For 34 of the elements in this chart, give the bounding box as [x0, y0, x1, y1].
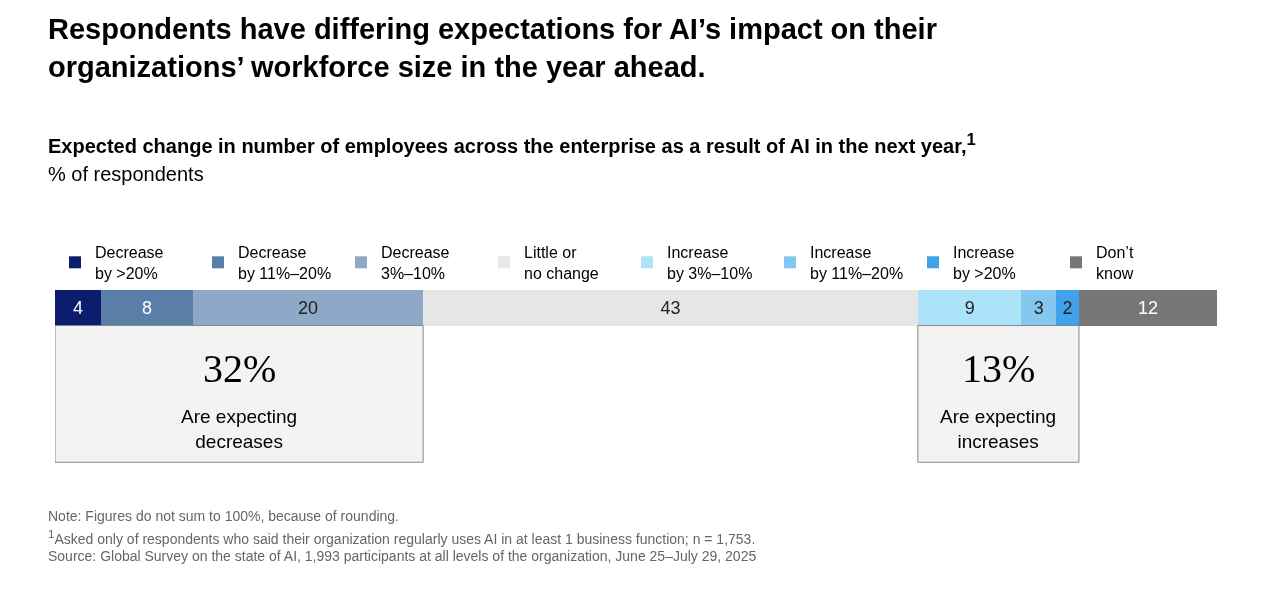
bar: [1055, 290, 1079, 326]
legend-label: Increase by 3%–10%: [667, 244, 753, 282]
bar: [193, 290, 424, 326]
data-label: 12: [1137, 297, 1158, 318]
data-label: 3: [1033, 297, 1044, 318]
source-note: Source: Global Survey on the state of AI, 1,993 participants at all levels of the organization, June 25–July 29, 2025: [48, 547, 758, 565]
bar: [917, 290, 1022, 326]
legend-label: Little or no change: [524, 244, 599, 282]
text: Note: Figures do not sum to 100%, because of rounding.: [48, 508, 400, 525]
chart-subtitle: Expected change in number of employees across the enterprise as a result of AI in the next year,$^{1}$: [48, 130, 976, 157]
legend-label: Increase by 11%–20%: [810, 244, 904, 282]
text: % of respondents: [48, 162, 204, 185]
band-label: 13%: [962, 346, 1036, 391]
data-label: 20: [298, 297, 319, 318]
data-label: 43: [660, 297, 681, 318]
bar: [1078, 290, 1217, 326]
bar: [1021, 290, 1056, 326]
legend-label: Decrease 3%–10%: [381, 244, 450, 282]
data-label: 4: [73, 297, 84, 318]
legend-label: Don’t know: [1096, 244, 1134, 282]
text: Are expecting decreases: [181, 406, 298, 452]
bar: [55, 290, 102, 326]
bar: [101, 290, 194, 326]
data-label: 8: [142, 297, 153, 318]
band-label: 32%: [203, 346, 277, 391]
legend-label: Decrease by 11%–20%: [238, 244, 332, 282]
legend-label: Increase by >20%: [953, 244, 1016, 282]
text: $^{1}$Asked only of respondents who said their organization regularly uses AI in at least 1 business function; n = 1,753.: [48, 526, 757, 548]
text: Are expecting increases: [940, 406, 1057, 452]
legend-label: Decrease by >20%: [95, 244, 164, 282]
data-label: 2: [1062, 297, 1073, 318]
bar: [423, 290, 918, 326]
data-label: 9: [964, 297, 975, 318]
chart-title: Respondents have differing expectations for AI’s impact on their organizations’ workforce size in the year ahead.: [48, 12, 938, 85]
